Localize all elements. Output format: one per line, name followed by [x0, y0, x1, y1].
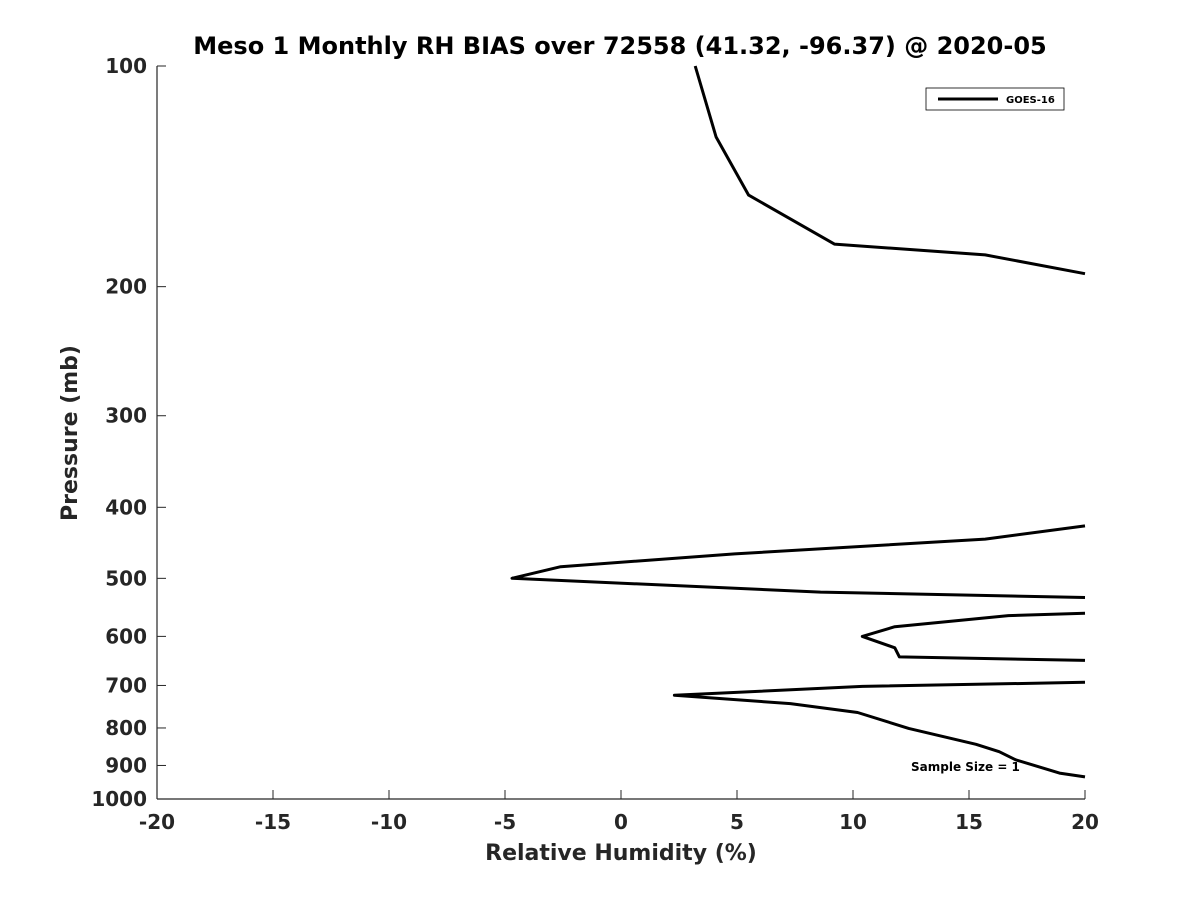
- series-line-goes-16-segment-2: [510, 524, 1086, 599]
- chart-title: Meso 1 Monthly RH BIAS over 72558 (41.32…: [193, 32, 1046, 60]
- x-axis-ticks: -20 -15 -10 -5 0 5 10 15 20: [139, 790, 1099, 834]
- series-layer: [510, 65, 1086, 779]
- x-tick-label: -20: [139, 810, 175, 834]
- legend: GOES-16: [925, 87, 1065, 111]
- y-tick-label: 700: [105, 673, 147, 697]
- y-tick-label: 800: [105, 716, 147, 740]
- series-line-goes-16-segment-3: [860, 611, 1086, 662]
- x-tick-label: 20: [1071, 810, 1099, 834]
- legend-label-goes-16: GOES-16: [1006, 95, 1055, 106]
- x-tick-label: 0: [614, 810, 628, 834]
- y-tick-label: 400: [105, 495, 147, 519]
- y-tick-label: 1000: [91, 787, 147, 811]
- x-axis-label: Relative Humidity (%): [485, 841, 757, 866]
- series-line-goes-16-segment-1: [693, 65, 1086, 276]
- y-tick-label: 200: [105, 275, 147, 299]
- x-tick-label: -15: [255, 810, 291, 834]
- y-tick-label: 900: [105, 753, 147, 777]
- plot-axes: [156, 66, 1085, 800]
- x-tick-label: 15: [955, 810, 983, 834]
- y-axis-label: Pressure (mb): [58, 345, 83, 521]
- series-line-goes-16-segment-4: [672, 680, 1086, 779]
- sample-size-annotation: Sample Size = 1: [911, 760, 1020, 774]
- y-tick-label: 500: [105, 566, 147, 590]
- x-tick-label: -10: [371, 810, 407, 834]
- y-tick-label: 100: [105, 54, 147, 78]
- x-tick-label: -5: [494, 810, 516, 834]
- y-tick-label: 600: [105, 624, 147, 648]
- y-axis-ticks: 100 200 300 400 500 600 700 800 900 1000: [91, 54, 166, 811]
- x-tick-label: 10: [839, 810, 867, 834]
- y-tick-label: 300: [105, 404, 147, 428]
- x-tick-label: 5: [730, 810, 744, 834]
